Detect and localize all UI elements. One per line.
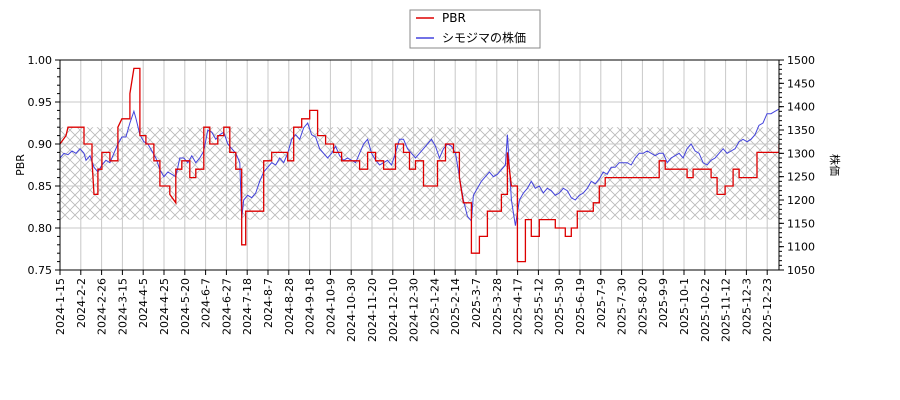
legend-price-label: シモジマの株価 — [442, 30, 526, 45]
price-line — [60, 108, 779, 226]
y-right-tick-label: 1200 — [787, 194, 815, 207]
y-left-tick-label: 1.00 — [28, 54, 53, 67]
y-right-tick-label: 1100 — [787, 241, 815, 254]
y-right-tick-label: 1450 — [787, 77, 815, 90]
y-left-tick-label: 0.90 — [28, 138, 53, 151]
x-tick-label: 2025-8-20 — [636, 278, 649, 335]
x-tick-label: 2024-12-30 — [408, 278, 421, 342]
x-tick-label: 2024-10-9 — [324, 278, 337, 335]
x-tick-label: 2025-12-3 — [740, 278, 753, 335]
legend: PBR シモジマの株価 — [409, 9, 541, 49]
x-tick-label: 2024-9-18 — [304, 278, 317, 335]
y-right-tick-label: 1500 — [787, 54, 815, 67]
plot-frame — [59, 59, 780, 271]
x-tick-label: 2025-11-12 — [720, 278, 733, 342]
x-tick-label: 2024-12-10 — [387, 278, 400, 342]
x-tick-label: 2024-4-25 — [158, 278, 171, 335]
pbr-line — [60, 67, 779, 263]
x-tick-label: 2024-10-30 — [345, 278, 358, 342]
legend-pbr-label: PBR — [442, 11, 466, 25]
x-tick-label: 2024-8-28 — [283, 278, 296, 335]
y-right-tick-label: 1250 — [787, 171, 815, 184]
y-axis-right-title: 株価 — [828, 154, 842, 176]
x-tick-label: 2025-7-9 — [595, 278, 608, 328]
x-tick-label: 2024-2-26 — [96, 278, 109, 335]
x-tick-label: 2024-2-2 — [75, 278, 88, 328]
hatched-band — [60, 127, 779, 220]
x-tick-label: 2025-2-14 — [449, 278, 462, 335]
y-right-tick-label: 1350 — [787, 124, 815, 137]
x-tick-label: 2024-5-20 — [179, 278, 192, 335]
x-tick-label: 2024-8-7 — [262, 278, 275, 328]
y-left-tick-label: 0.80 — [28, 222, 53, 235]
x-tick-label: 2024-7-18 — [241, 278, 254, 335]
x-tick-label: 2025-7-30 — [616, 278, 629, 335]
x-tick-label: 2025-1-24 — [428, 278, 441, 335]
grid-lines — [59, 59, 779, 271]
x-tick-label: 2025-5-30 — [553, 278, 566, 335]
x-axis: 2024-1-15 2024-2-2 2024-2-26 2024-3-15 2024-… — [54, 270, 774, 342]
y-left-tick-label: 0.75 — [28, 264, 53, 277]
x-tick-label: 2025-5-12 — [532, 278, 545, 335]
x-tick-label: 2024-6-7 — [200, 278, 213, 328]
y-left-tick-label: 0.85 — [28, 180, 53, 193]
x-tick-label: 2025-9-9 — [657, 278, 670, 328]
x-tick-label: 2024-6-27 — [220, 278, 233, 335]
y-axis-left-title: PBR — [14, 154, 27, 176]
x-tick-label: 2024-11-20 — [366, 278, 379, 342]
x-tick-label: 2025-10-22 — [699, 278, 712, 342]
x-tick-label: 2025-3-7 — [470, 278, 483, 328]
y-right-tick-label: 1300 — [787, 147, 815, 160]
x-tick-label: 2025-3-28 — [491, 278, 504, 335]
x-tick-label: 2025-12-23 — [761, 278, 774, 342]
y-left-tick-label: 0.95 — [28, 96, 53, 109]
x-tick-label: 2025-4-17 — [512, 278, 525, 335]
y-right-tick-label: 1400 — [787, 101, 815, 114]
y-right-tick-label: 1050 — [787, 264, 815, 277]
x-tick-label: 2025-6-19 — [574, 278, 587, 335]
x-tick-label: 2025-10-1 — [678, 278, 691, 335]
x-tick-label: 2024-1-15 — [54, 278, 67, 335]
x-tick-label: 2024-4-5 — [137, 278, 150, 328]
y-axis-right: 1050 1100 1150 1200 1250 1300 1350 1400 1450 1500 — [779, 54, 815, 277]
y-right-tick-label: 1150 — [787, 217, 815, 230]
x-tick-label: 2024-3-15 — [116, 278, 129, 335]
y-axis-left: 0.75 0.80 0.85 0.90 0.95 1.00 — [28, 54, 60, 277]
